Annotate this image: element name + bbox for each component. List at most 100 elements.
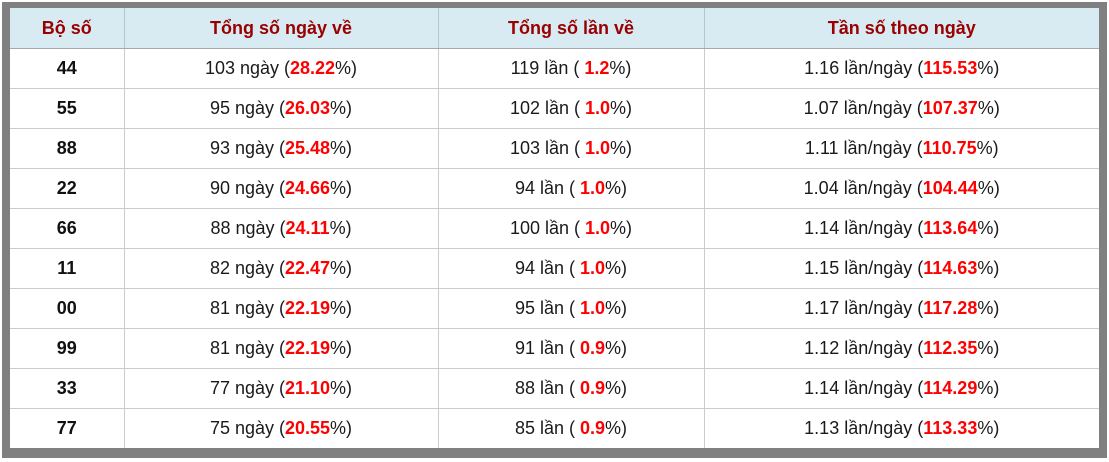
days-cell: 75 ngày (20.55%) xyxy=(123,408,439,448)
days-value: 95 ngày ( xyxy=(209,98,285,118)
column-header-pair: Bộ số xyxy=(10,8,125,49)
percent-close: %) xyxy=(977,298,1000,318)
days-value: 75 ngày ( xyxy=(209,418,285,438)
times-value: 102 lần ( xyxy=(509,98,586,118)
days-cell: 88 ngày (24.11%) xyxy=(123,208,439,249)
frequency-percent: 117.28 xyxy=(923,298,978,318)
frequency-percent: 112.35 xyxy=(923,338,978,358)
table-header: Bộ số Tổng số ngày về Tổng số lần về Tần… xyxy=(10,8,1099,49)
table-row: 11 82 ngày (22.47%) 94 lần ( 1.0%) 1.15 … xyxy=(10,248,1099,289)
days-percent: 20.55 xyxy=(285,418,331,438)
days-cell: 77 ngày (21.10%) xyxy=(123,368,439,409)
percent-close: %) xyxy=(977,218,1000,238)
percent-close: %) xyxy=(330,138,353,158)
percent-close: %) xyxy=(977,58,1000,78)
frequency-cell: 1.13 lần/ngày (113.33%) xyxy=(703,408,1099,448)
frequency-value: 1.14 lần/ngày ( xyxy=(804,378,924,398)
table-body: 44 103 ngày (28.22%) 119 lần ( 1.2%) 1.1… xyxy=(10,48,1099,448)
pair-cell: 66 xyxy=(10,208,125,249)
times-percent: 1.0 xyxy=(585,138,611,158)
frequency-value: 1.17 lần/ngày ( xyxy=(804,298,924,318)
frequency-percent: 104.44 xyxy=(922,178,978,198)
days-value: 77 ngày ( xyxy=(209,378,285,398)
days-value: 93 ngày ( xyxy=(209,138,285,158)
pair-cell: 99 xyxy=(10,328,125,369)
table-row: 44 103 ngày (28.22%) 119 lần ( 1.2%) 1.1… xyxy=(10,48,1099,89)
days-percent: 21.10 xyxy=(285,378,331,398)
days-value: 81 ngày ( xyxy=(209,338,285,358)
days-value: 90 ngày ( xyxy=(209,178,285,198)
days-cell: 90 ngày (24.66%) xyxy=(123,168,439,209)
times-cell: 103 lần ( 1.0%) xyxy=(437,128,705,169)
days-cell: 81 ngày (22.19%) xyxy=(123,288,439,329)
frequency-value: 1.16 lần/ngày ( xyxy=(804,58,924,78)
percent-close: %) xyxy=(609,58,632,78)
percent-close: %) xyxy=(330,378,353,398)
frequency-cell: 1.07 lần/ngày (107.37%) xyxy=(703,88,1099,129)
frequency-value: 1.07 lần/ngày ( xyxy=(803,98,923,118)
days-percent: 22.19 xyxy=(285,338,331,358)
times-cell: 85 lần ( 0.9%) xyxy=(437,408,705,448)
percent-close: %) xyxy=(977,338,1000,358)
pair-cell: 11 xyxy=(10,248,125,289)
frequency-value: 1.14 lần/ngày ( xyxy=(804,218,924,238)
percent-close: %) xyxy=(330,258,353,278)
days-percent: 25.48 xyxy=(285,138,331,158)
percent-close: %) xyxy=(605,378,628,398)
days-cell: 82 ngày (22.47%) xyxy=(123,248,439,289)
percent-close: %) xyxy=(977,418,1000,438)
pair-cell: 00 xyxy=(10,288,125,329)
percent-close: %) xyxy=(976,138,999,158)
pair-cell: 55 xyxy=(10,88,125,129)
times-percent: 0.9 xyxy=(580,418,606,438)
percent-close: %) xyxy=(977,378,1000,398)
percent-close: %) xyxy=(605,298,628,318)
table-row: 88 93 ngày (25.48%) 103 lần ( 1.0%) 1.11… xyxy=(10,128,1099,169)
frequency-percent: 114.63 xyxy=(923,258,978,278)
days-percent: 22.47 xyxy=(285,258,331,278)
pair-cell: 77 xyxy=(10,408,125,448)
frequency-percent: 113.64 xyxy=(923,218,978,238)
percent-close: %) xyxy=(330,98,353,118)
table-row: 00 81 ngày (22.19%) 95 lần ( 1.0%) 1.17 … xyxy=(10,288,1099,329)
percent-close: %) xyxy=(610,138,633,158)
days-cell: 81 ngày (22.19%) xyxy=(123,328,439,369)
percent-close: %) xyxy=(977,258,1000,278)
times-percent: 1.0 xyxy=(585,98,611,118)
pair-cell: 33 xyxy=(10,368,125,409)
frequency-percent: 113.33 xyxy=(923,418,978,438)
percent-close: %) xyxy=(330,418,353,438)
times-value: 94 lần ( xyxy=(514,258,580,278)
times-value: 91 lần ( xyxy=(514,338,580,358)
table-row: 55 95 ngày (26.03%) 102 lần ( 1.0%) 1.07… xyxy=(10,88,1099,129)
frequency-cell: 1.11 lần/ngày (110.75%) xyxy=(703,128,1099,169)
days-cell: 95 ngày (26.03%) xyxy=(123,88,439,129)
table-row: 33 77 ngày (21.10%) 88 lần ( 0.9%) 1.14 … xyxy=(10,368,1099,409)
times-cell: 102 lần ( 1.0%) xyxy=(437,88,705,129)
frequency-cell: 1.12 lần/ngày (112.35%) xyxy=(703,328,1099,369)
frequency-percent: 110.75 xyxy=(922,138,977,158)
percent-close: %) xyxy=(977,98,1000,118)
frequency-percent: 114.29 xyxy=(923,378,978,398)
times-cell: 100 lần ( 1.0%) xyxy=(437,208,705,249)
times-value: 85 lần ( xyxy=(514,418,580,438)
percent-close: %) xyxy=(605,258,628,278)
frequency-cell: 1.15 lần/ngày (114.63%) xyxy=(703,248,1099,289)
column-header-days: Tổng số ngày về xyxy=(123,8,439,49)
column-header-times: Tổng số lần về xyxy=(437,8,705,49)
table-row: 77 75 ngày (20.55%) 85 lần ( 0.9%) 1.13 … xyxy=(10,408,1099,448)
column-header-frequency: Tần số theo ngày xyxy=(703,8,1099,49)
days-percent: 24.11 xyxy=(285,218,330,238)
table-row: 22 90 ngày (24.66%) 94 lần ( 1.0%) 1.04 … xyxy=(10,168,1099,209)
days-percent: 24.66 xyxy=(285,178,331,198)
lottery-stats-table: Bộ số Tổng số ngày về Tổng số lần về Tần… xyxy=(10,8,1099,448)
frequency-value: 1.15 lần/ngày ( xyxy=(804,258,924,278)
times-value: 88 lần ( xyxy=(514,378,580,398)
table-row: 66 88 ngày (24.11%) 100 lần ( 1.0%) 1.14… xyxy=(10,208,1099,249)
percent-close: %) xyxy=(330,338,353,358)
times-cell: 94 lần ( 1.0%) xyxy=(437,248,705,289)
times-value: 103 lần ( xyxy=(509,138,586,158)
times-value: 94 lần ( xyxy=(514,178,580,198)
frequency-cell: 1.14 lần/ngày (113.64%) xyxy=(703,208,1099,249)
